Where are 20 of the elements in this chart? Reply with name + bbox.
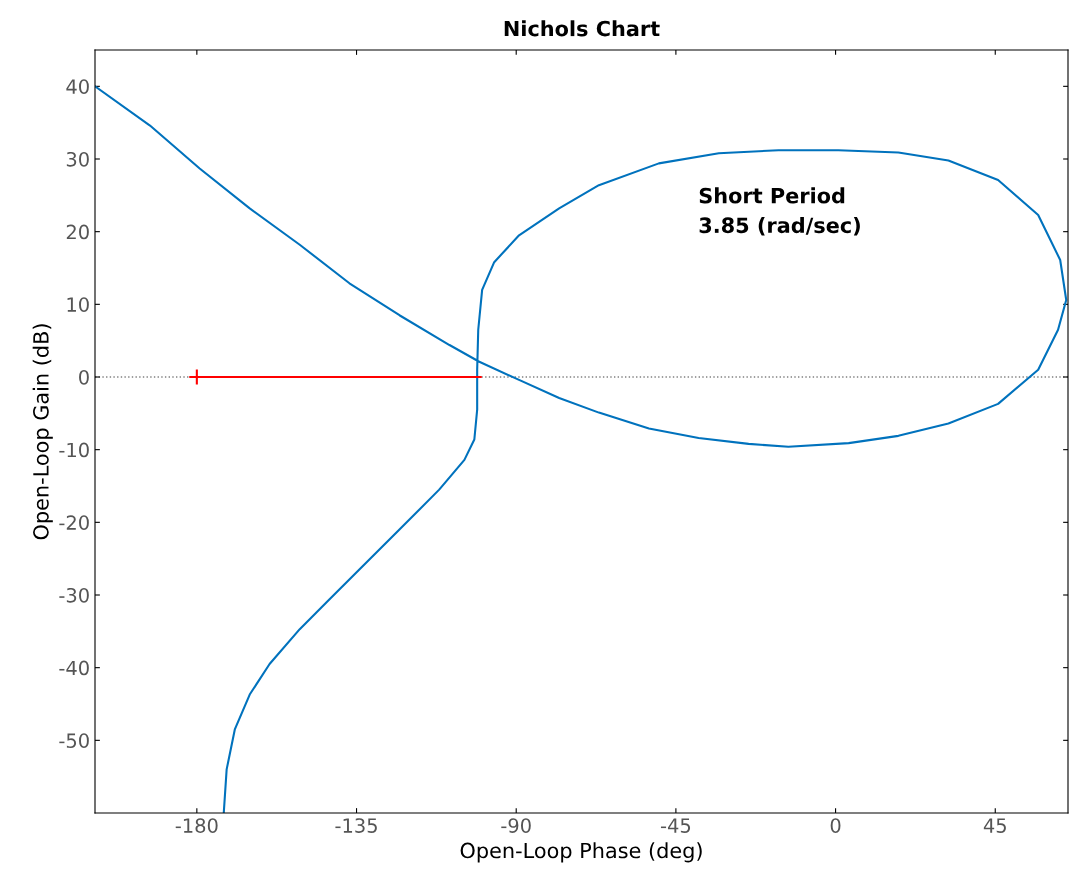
y-tick-label: -40: [59, 660, 89, 676]
x-axis-title: Open-Loop Phase (deg): [460, 842, 702, 863]
x-tick-label: 45: [983, 818, 1006, 833]
y-tick-label: 40: [66, 79, 89, 94]
y-tick-label: 0: [79, 369, 89, 385]
y-tick-label: -30: [59, 587, 89, 603]
chart-title: Nichols Chart: [504, 20, 660, 37]
x-tick-label: -45: [660, 818, 691, 833]
y-tick-label: 10: [67, 297, 89, 312]
x-tick-label: 0: [830, 818, 841, 833]
y-tick-label: 20: [66, 224, 89, 240]
annotation: Short Period 3.85 (rad/sec): [699, 187, 860, 236]
x-tick-label: -180: [175, 818, 218, 833]
y-tick-label: -20: [59, 515, 89, 530]
y-tick-label: -10: [59, 442, 89, 458]
y-tick-label: -50: [59, 733, 89, 748]
y-tick-label: 30: [66, 151, 89, 167]
x-tick-label: -135: [335, 818, 377, 833]
y-axis-title: Open-Loop Gain (dB): [32, 324, 53, 540]
x-tick-label: -90: [501, 818, 531, 833]
